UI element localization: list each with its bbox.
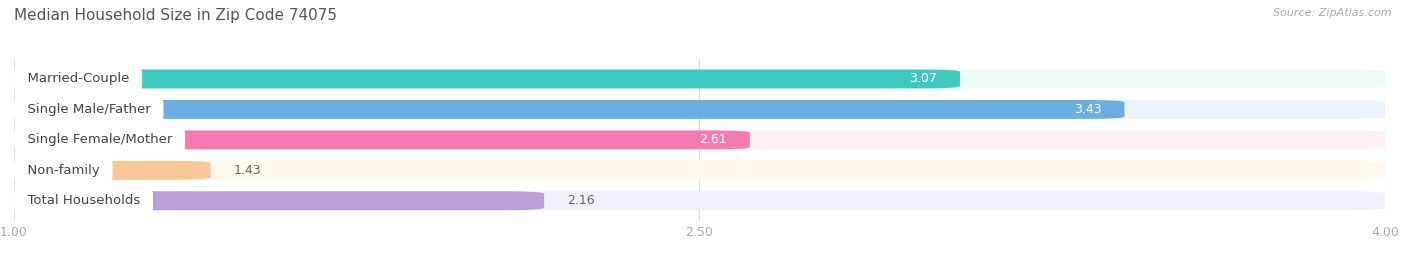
Text: Source: ZipAtlas.com: Source: ZipAtlas.com xyxy=(1274,8,1392,18)
FancyBboxPatch shape xyxy=(14,69,960,89)
Text: Married-Couple: Married-Couple xyxy=(18,72,138,86)
FancyBboxPatch shape xyxy=(14,100,1385,119)
FancyBboxPatch shape xyxy=(14,191,1385,210)
FancyBboxPatch shape xyxy=(14,191,544,210)
FancyBboxPatch shape xyxy=(14,69,1385,89)
Text: 2.61: 2.61 xyxy=(699,133,727,146)
Text: Single Male/Father: Single Male/Father xyxy=(18,103,159,116)
FancyBboxPatch shape xyxy=(14,130,1385,149)
FancyBboxPatch shape xyxy=(14,100,1125,119)
FancyBboxPatch shape xyxy=(14,161,211,180)
FancyBboxPatch shape xyxy=(14,161,1385,180)
Text: 2.16: 2.16 xyxy=(567,194,595,207)
Text: 1.43: 1.43 xyxy=(233,164,262,177)
Text: 3.43: 3.43 xyxy=(1074,103,1102,116)
Text: Single Female/Mother: Single Female/Mother xyxy=(18,133,180,146)
Text: Median Household Size in Zip Code 74075: Median Household Size in Zip Code 74075 xyxy=(14,8,337,23)
Text: Total Households: Total Households xyxy=(18,194,149,207)
Text: Non-family: Non-family xyxy=(18,164,108,177)
FancyBboxPatch shape xyxy=(14,130,749,149)
Text: 3.07: 3.07 xyxy=(910,72,936,86)
